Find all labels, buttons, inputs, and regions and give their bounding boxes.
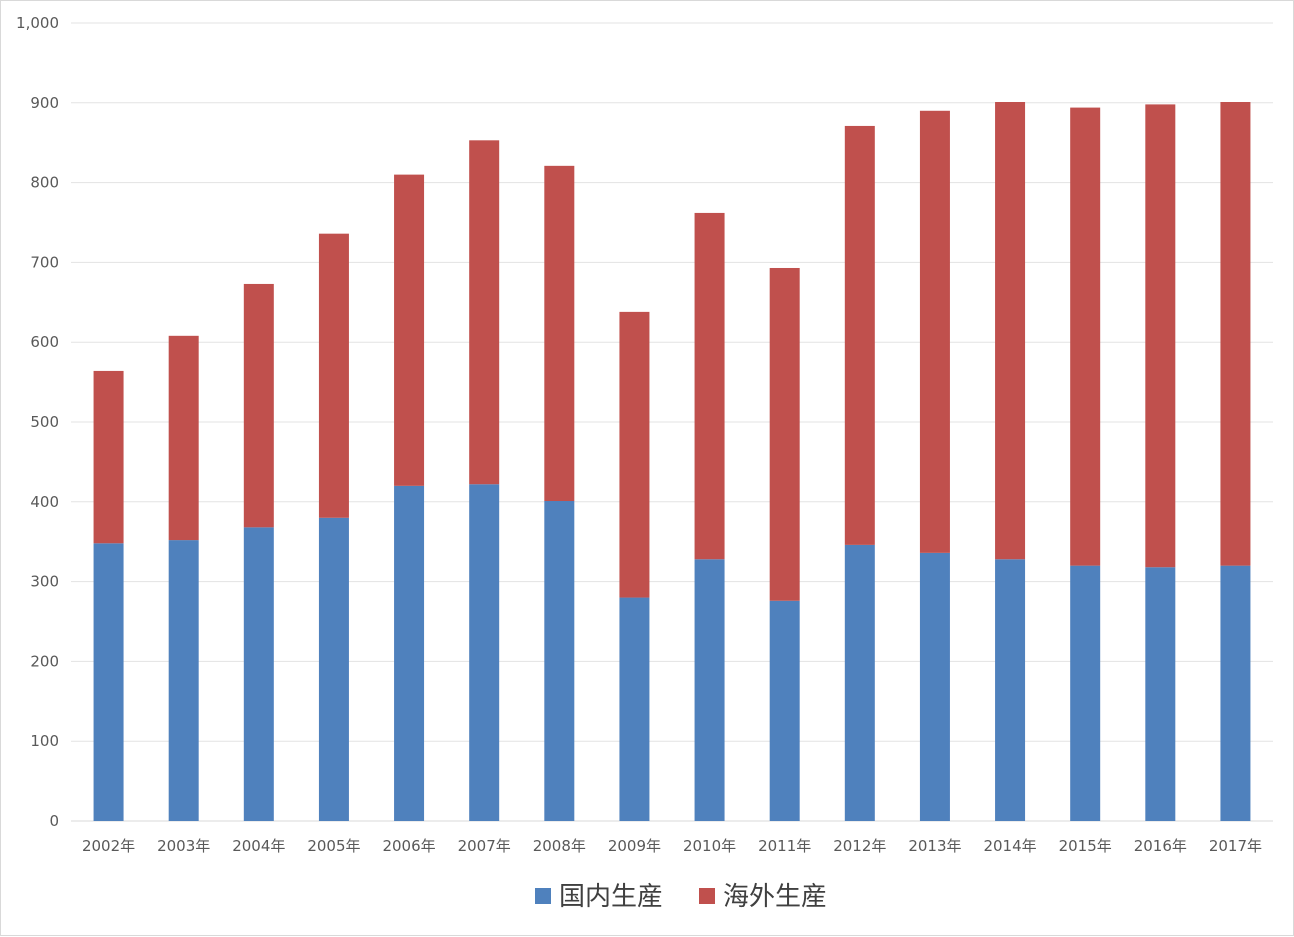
bar-overseas — [394, 174, 425, 486]
y-tick-label: 800 — [30, 174, 59, 192]
bar-overseas — [243, 283, 274, 528]
bar-domestic — [394, 485, 425, 821]
x-tick-label: 2013年 — [908, 837, 961, 855]
bar-overseas — [544, 165, 575, 502]
y-tick-label: 700 — [30, 253, 59, 271]
bar-overseas — [168, 335, 199, 541]
x-tick-label: 2007年 — [458, 837, 511, 855]
x-tick-label: 2011年 — [758, 837, 811, 855]
bar-domestic — [469, 484, 500, 821]
bar-overseas — [1145, 104, 1176, 568]
bar-domestic — [1220, 565, 1251, 821]
bar-domestic — [844, 544, 875, 821]
bar-domestic — [995, 559, 1026, 821]
bar-overseas — [769, 267, 800, 601]
x-tick-label: 2016年 — [1134, 837, 1187, 855]
bar-overseas — [844, 125, 875, 545]
x-tick-label: 2017年 — [1209, 837, 1262, 855]
bar-overseas — [1070, 107, 1101, 566]
y-tick-label: 200 — [30, 652, 59, 670]
x-tick-label: 2012年 — [833, 837, 886, 855]
y-tick-label: 400 — [30, 493, 59, 511]
y-tick-label: 300 — [30, 573, 59, 591]
bar-domestic — [318, 517, 349, 821]
bar-overseas — [1220, 102, 1251, 566]
bar-domestic — [1070, 565, 1101, 821]
bar-domestic — [168, 540, 199, 821]
bar-domestic — [919, 552, 950, 821]
legend-swatch-domestic — [535, 888, 551, 904]
bar-overseas — [469, 140, 500, 485]
x-tick-label: 2002年 — [82, 837, 135, 855]
bar-domestic — [1145, 567, 1176, 821]
bar-overseas — [694, 212, 725, 560]
bar-domestic — [694, 559, 725, 821]
legend-swatch-overseas — [699, 888, 715, 904]
x-tick-label: 2003年 — [157, 837, 210, 855]
bar-overseas — [995, 102, 1026, 560]
y-tick-label: 100 — [30, 732, 59, 750]
bar-overseas — [93, 370, 124, 544]
x-tick-label: 2004年 — [232, 837, 285, 855]
legend-label-overseas: 海外生産 — [723, 882, 827, 912]
bar-domestic — [93, 543, 124, 821]
y-tick-label: 500 — [30, 413, 59, 431]
bar-domestic — [769, 600, 800, 821]
bar-domestic — [544, 501, 575, 821]
x-tick-label: 2014年 — [983, 837, 1036, 855]
legend-label-domestic: 国内生産 — [559, 882, 663, 912]
y-tick-label: 900 — [30, 94, 59, 112]
bar-domestic — [619, 597, 650, 821]
y-tick-label: 1,000 — [16, 14, 59, 32]
x-tick-label: 2008年 — [533, 837, 586, 855]
x-tick-label: 2005年 — [307, 837, 360, 855]
x-tick-label: 2015年 — [1059, 837, 1112, 855]
x-tick-label: 2009年 — [608, 837, 661, 855]
x-tick-label: 2006年 — [382, 837, 435, 855]
bar-overseas — [919, 110, 950, 553]
bar-domestic — [243, 527, 274, 821]
bar-overseas — [318, 233, 349, 518]
bar-overseas — [619, 311, 650, 598]
y-tick-label: 600 — [30, 333, 59, 351]
x-tick-label: 2010年 — [683, 837, 736, 855]
y-tick-label: 0 — [49, 812, 59, 830]
